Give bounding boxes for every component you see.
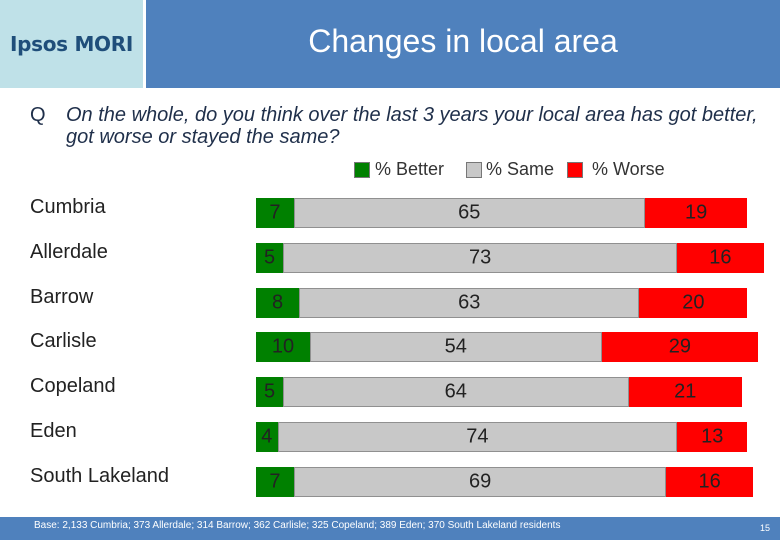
value-label-worse-allerdale: 16 [709, 246, 732, 269]
legend-swatch-better [354, 162, 370, 178]
bar-same-copeland [283, 377, 629, 408]
bar-same-cumbria [293, 198, 645, 228]
base-note: Base: 2,133 Cumbria; 373 Allerdale; 314 … [30, 519, 654, 532]
legend-label-better: % Better [375, 159, 445, 179]
legend-label-same: % Same [486, 159, 555, 179]
bar-better-barrow [256, 287, 300, 318]
value-label-better-south-lakeland: 7 [269, 470, 281, 493]
bar-same-allerdale [283, 242, 678, 273]
value-label-better-cumbria: 7 [269, 201, 281, 224]
category-label-copeland: Copeland [30, 375, 116, 398]
value-label-same-carlisle: 54 [444, 335, 467, 358]
value-label-better-eden: 4 [261, 425, 273, 448]
value-label-same-copeland: 64 [444, 380, 467, 403]
bar-worse-south-lakeland [666, 466, 753, 497]
legend-label-worse: % Worse [592, 159, 665, 179]
value-label-worse-eden: 13 [701, 425, 724, 448]
value-label-worse-cumbria: 19 [684, 201, 708, 224]
value-label-worse-barrow: 20 [682, 291, 705, 314]
category-label-cumbria: Cumbria [30, 196, 106, 218]
legend-swatch-worse [567, 162, 583, 178]
bar-worse-cumbria [644, 198, 748, 228]
bar-worse-copeland [628, 377, 742, 408]
value-label-better-carlisle: 10 [271, 335, 295, 358]
value-label-worse-carlisle: 29 [668, 335, 692, 358]
bar-better-copeland [256, 377, 283, 408]
logo-text: Ipsos MORI [9, 32, 134, 56]
bar-same-south-lakeland [293, 466, 667, 497]
value-label-same-allerdale: 73 [468, 246, 492, 269]
page-number: 15 [757, 523, 772, 533]
category-label-barrow: Barrow [30, 285, 94, 308]
page-title: Changes in local area [308, 22, 618, 59]
bar-better-eden [256, 422, 278, 452]
value-label-worse-south-lakeland: 16 [698, 470, 721, 493]
value-label-better-barrow: 8 [272, 291, 284, 314]
survey-question: Q On the whole, do you think over the la… [30, 104, 770, 148]
bar-better-carlisle [256, 332, 310, 363]
bar-worse-carlisle [601, 332, 759, 363]
question-text: On the whole, do you think over the last… [66, 104, 758, 148]
category-label-carlisle: Carlisle [30, 330, 97, 353]
bar-worse-eden [677, 422, 748, 452]
bar-same-eden [277, 422, 678, 452]
bar-better-south-lakeland [256, 466, 294, 497]
value-label-same-south-lakeland: 69 [468, 470, 492, 493]
bar-better-cumbria [256, 198, 294, 228]
value-label-same-barrow: 63 [458, 291, 481, 314]
bar-same-carlisle [310, 332, 602, 363]
question-prefix: Q [30, 104, 46, 126]
value-label-better-copeland: 5 [263, 380, 276, 403]
value-label-same-eden: 74 [466, 425, 489, 448]
bar-same-barrow [299, 287, 640, 318]
value-label-worse-copeland: 21 [674, 380, 697, 403]
title-bar: Changes in local area [146, 0, 780, 88]
logo: Ipsos MORI [0, 0, 143, 88]
bar-better-allerdale [256, 242, 283, 273]
value-label-better-allerdale: 5 [263, 246, 276, 269]
category-label-allerdale: Allerdale [30, 240, 108, 263]
legend-swatch-same [466, 162, 482, 178]
bar-worse-barrow [639, 287, 748, 318]
value-label-same-cumbria: 65 [458, 201, 481, 224]
bar-worse-allerdale [677, 242, 764, 273]
category-label-south-lakeland: South Lakeland [30, 464, 170, 487]
category-label-eden: Eden [30, 420, 77, 442]
